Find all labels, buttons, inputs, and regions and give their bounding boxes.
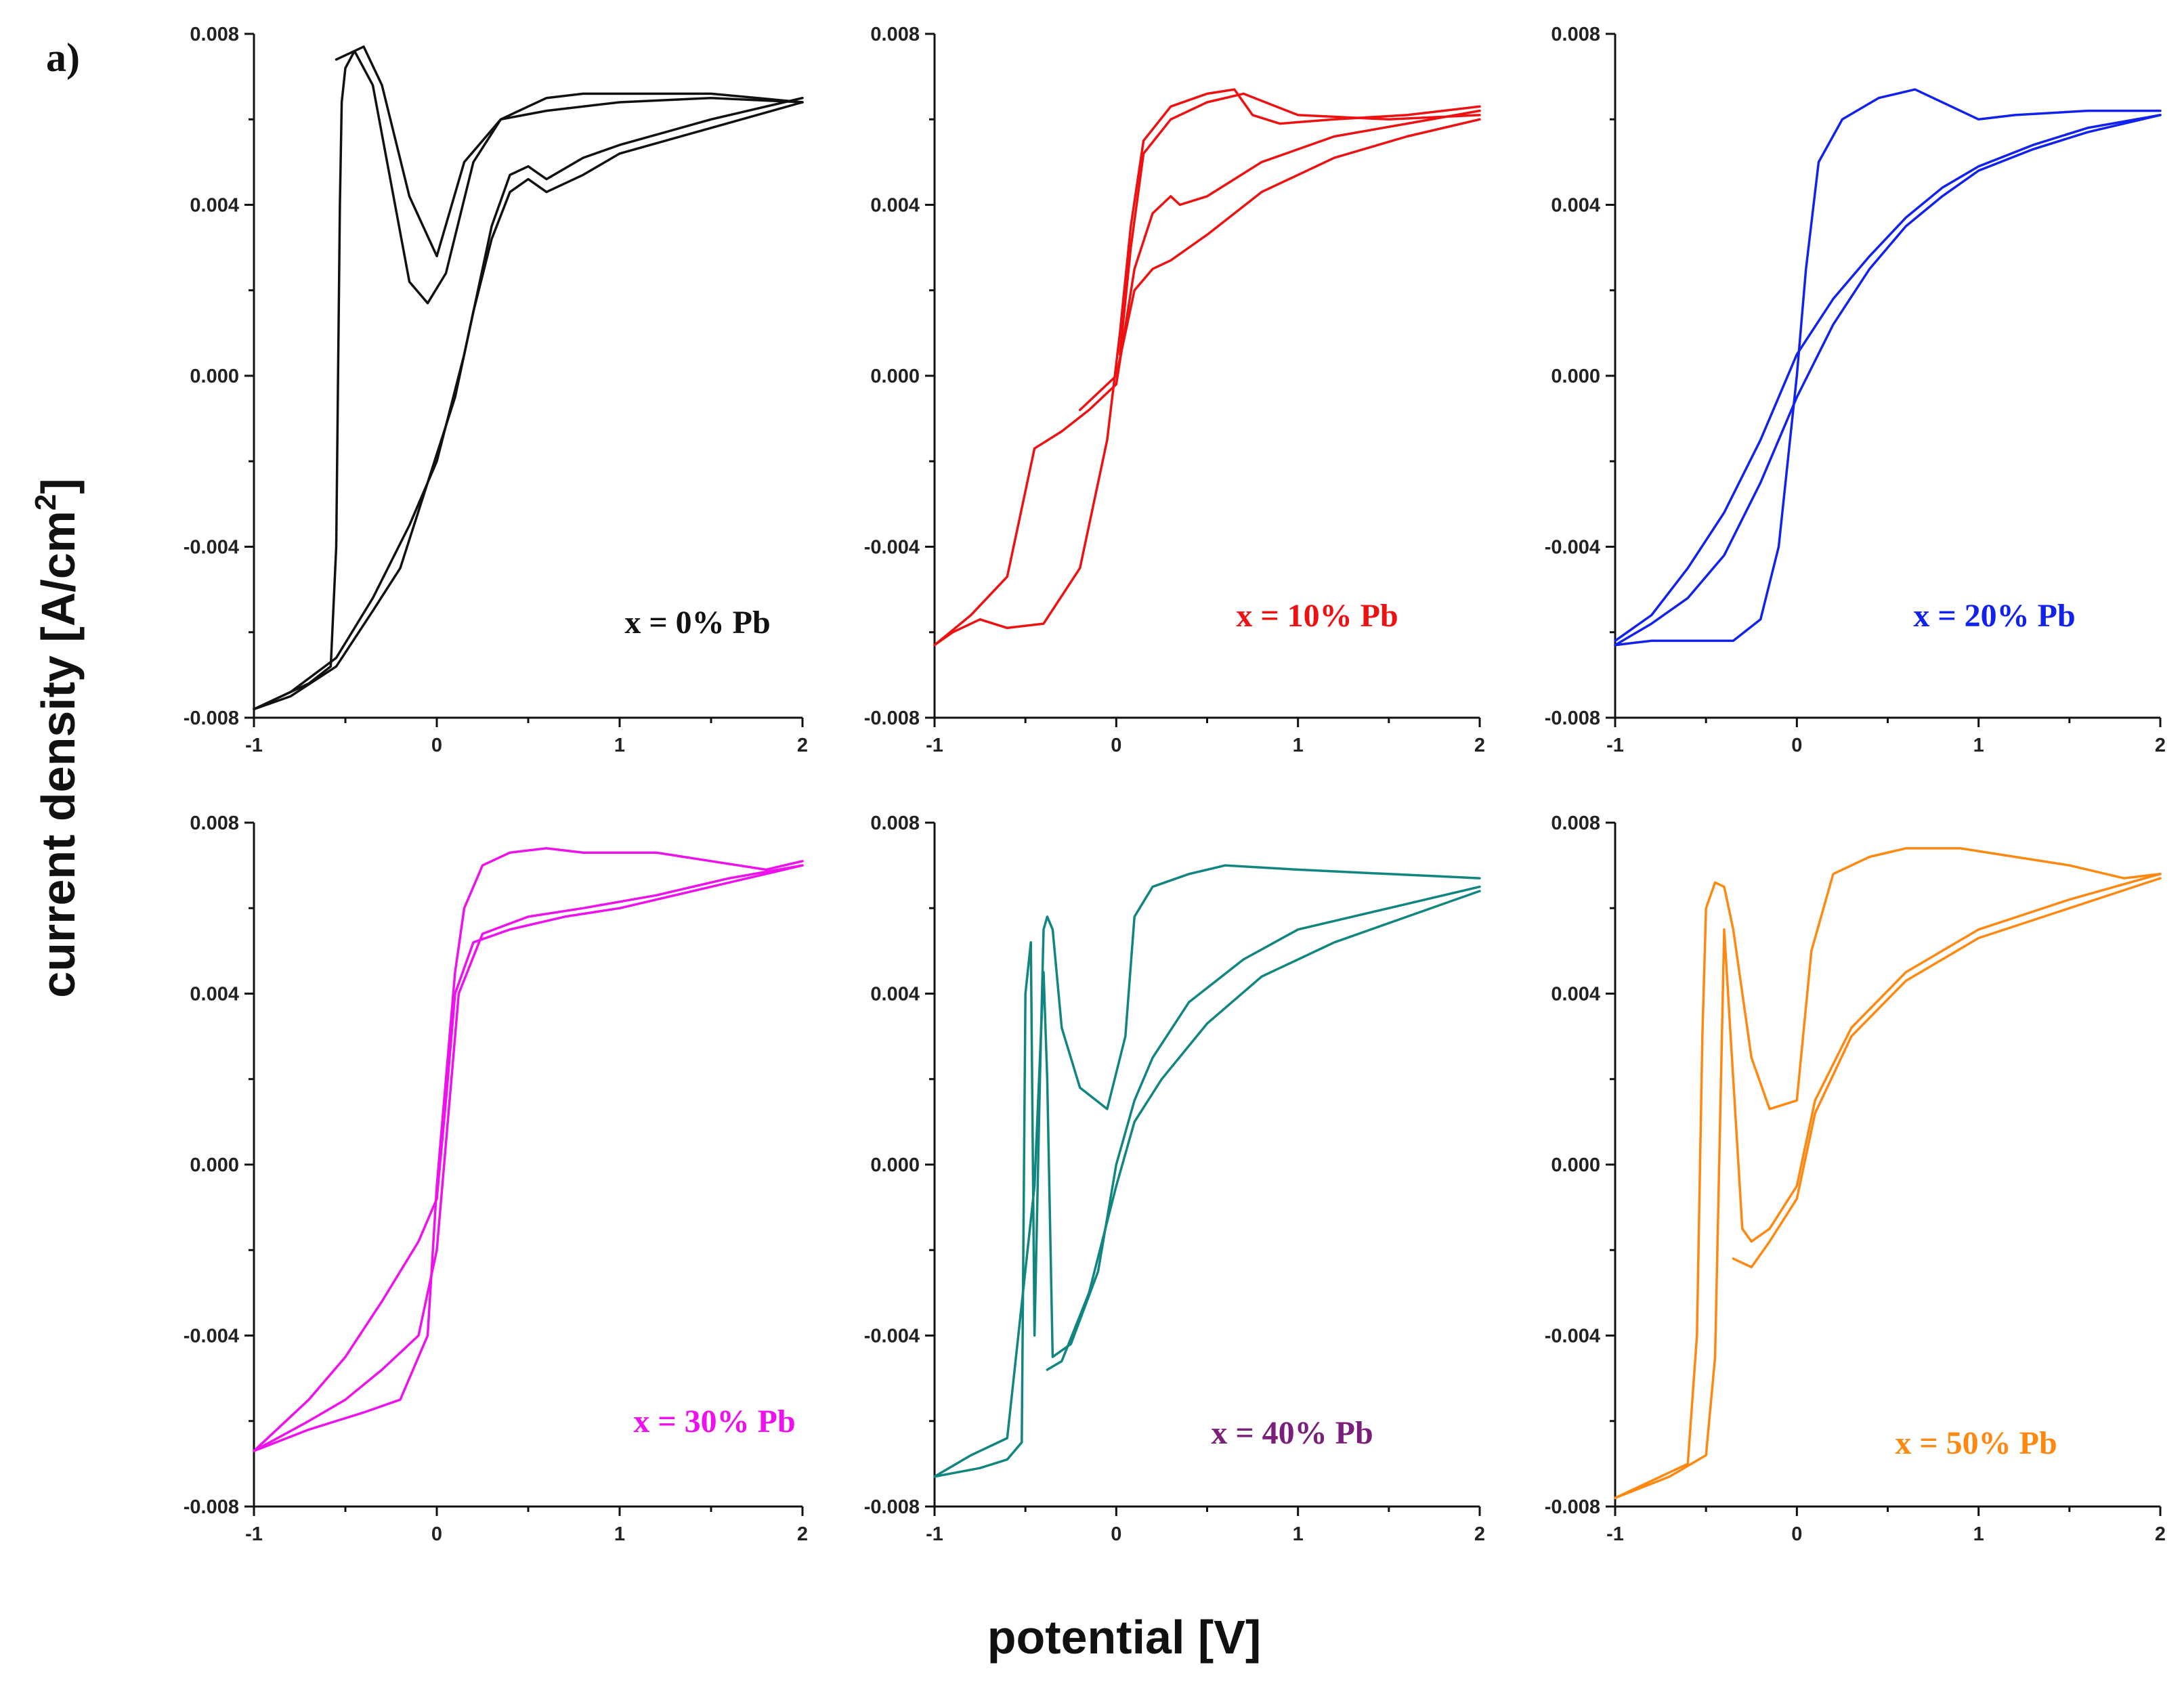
series-line-2 — [1614, 873, 2162, 1500]
y-tick-label: -0.008 — [864, 1496, 920, 1518]
panel-label: x = 30% Pb — [633, 1404, 795, 1439]
series-line-2 — [253, 101, 804, 711]
y-tick-label: -0.008 — [184, 1496, 239, 1518]
x-tick-label: 0 — [1111, 1523, 1121, 1545]
series-line-1 — [253, 847, 804, 1452]
y-tick-label: 0.000 — [1551, 1154, 1600, 1176]
y-tick-label: 0.000 — [190, 366, 239, 387]
y-tick-label: -0.008 — [184, 708, 239, 729]
x-tick-label: 1 — [1293, 1523, 1304, 1545]
y-tick-label: -0.008 — [1545, 708, 1600, 729]
y-tick-label: -0.004 — [1545, 537, 1600, 559]
series-line-2 — [933, 885, 1481, 1478]
y-tick-label: 0.004 — [1551, 195, 1600, 217]
x-tick-label: 1 — [1293, 735, 1304, 756]
y-axis-title-main: current density [A/cm — [32, 511, 85, 998]
panel-label: x = 40% Pb — [1211, 1415, 1373, 1451]
y-tick-label: 0.008 — [870, 812, 920, 834]
x-tick-label: 1 — [1973, 735, 1984, 756]
y-tick-label: 0.004 — [190, 195, 239, 217]
x-tick-label: 0 — [1111, 735, 1121, 756]
y-tick-label: 0.008 — [190, 24, 239, 45]
x-tick-label: 1 — [614, 1523, 625, 1545]
y-tick-label: 0.000 — [870, 366, 920, 387]
x-tick-label: 2 — [1474, 735, 1485, 756]
series-line-3 — [1046, 890, 1481, 1371]
x-tick-label: -1 — [1606, 1523, 1624, 1545]
panel-6: -0.008 -0.004 0.000 0.004 0.008 -1 0 1 2 x = 50% … — [1545, 812, 2166, 1545]
series-line-1 — [253, 45, 804, 711]
series-line-4 — [1078, 118, 1481, 412]
series-line-2 — [253, 864, 804, 1452]
y-tick-label: -0.004 — [184, 1326, 239, 1347]
panel-label: x = 50% Pb — [1895, 1425, 2057, 1461]
series-line-1 — [933, 864, 1481, 1478]
y-tick-label: -0.008 — [1545, 1496, 1600, 1518]
series-line-3 — [253, 864, 804, 1452]
y-tick-label: -0.004 — [864, 537, 920, 559]
panel-5: -0.008 -0.004 0.000 0.004 0.008 -1 0 1 2 x = 40% … — [864, 812, 1485, 1545]
series-line-3 — [1118, 92, 1481, 356]
x-tick-label: 0 — [1791, 735, 1802, 756]
y-tick-label: -0.004 — [1545, 1326, 1600, 1347]
y-axis-title-end: ] — [32, 478, 85, 494]
y-tick-label: 0.008 — [1551, 24, 1600, 45]
y-tick-label: 0.004 — [190, 984, 239, 1005]
x-tick-label: 2 — [1474, 1523, 1485, 1545]
y-tick-label: 0.000 — [870, 1154, 920, 1176]
panel-2: -0.008 -0.004 0.000 0.004 0.008 -1 0 1 2 x = 10% … — [864, 24, 1485, 756]
y-tick-label: 0.004 — [1551, 984, 1600, 1005]
x-tick-label: 2 — [797, 1523, 808, 1545]
series-line-4 — [253, 96, 804, 711]
x-tick-label: 2 — [2155, 1523, 2166, 1545]
x-tick-label: 1 — [1973, 1523, 1984, 1545]
series-line-3 — [1614, 114, 2162, 643]
panel-1: -0.008 -0.004 0.000 0.004 0.008 -1 0 1 2 x = 0% P… — [184, 24, 808, 756]
y-tick-label: 0.008 — [190, 812, 239, 834]
y-tick-label: -0.004 — [864, 1326, 920, 1347]
y-tick-label: 0.000 — [190, 1154, 239, 1176]
panel-label: x = 10% Pb — [1236, 598, 1398, 634]
y-tick-label: 0.000 — [1551, 366, 1600, 387]
y-tick-label: 0.004 — [870, 195, 920, 217]
y-axis-title-sup: 2 — [29, 494, 62, 511]
series-line-3 — [335, 49, 804, 305]
x-axis-title: potential [V] — [987, 1611, 1261, 1664]
panel-3: -0.008 -0.004 0.000 0.004 0.008 -1 0 1 2 x = 20% … — [1545, 24, 2166, 756]
y-tick-label: 0.008 — [870, 24, 920, 45]
y-tick-label: 0.008 — [1551, 812, 1600, 834]
figure-letter: a) — [46, 35, 80, 80]
x-tick-label: 2 — [2155, 735, 2166, 756]
panels: -0.008 -0.004 0.000 0.004 0.008 -1 0 1 2 x = 0% P… — [184, 24, 2166, 1545]
panel-4: -0.008 -0.004 0.000 0.004 0.008 -1 0 1 2 x = 30% … — [184, 812, 808, 1545]
y-axis-title: current density [A/cm2] — [29, 478, 85, 997]
y-tick-label: -0.008 — [864, 708, 920, 729]
x-tick-label: -1 — [245, 1523, 263, 1545]
series-line-2 — [1614, 114, 2162, 647]
series-line-2 — [933, 109, 1481, 647]
y-tick-label: -0.004 — [184, 537, 239, 559]
x-tick-label: 2 — [797, 735, 808, 756]
series-line-1 — [1614, 847, 2162, 1500]
y-tick-label: 0.004 — [870, 984, 920, 1005]
series-line-3 — [1732, 877, 2162, 1269]
panel-label: x = 20% Pb — [1913, 598, 2075, 634]
x-tick-label: -1 — [1606, 735, 1624, 756]
series-line-1 — [1614, 88, 2162, 647]
x-tick-label: -1 — [926, 735, 943, 756]
x-tick-label: 0 — [431, 1523, 442, 1545]
panel-label: x = 0% Pb — [624, 605, 770, 641]
series-line-1 — [933, 88, 1481, 647]
x-tick-label: 0 — [1791, 1523, 1802, 1545]
x-tick-label: 0 — [431, 735, 442, 756]
x-tick-label: -1 — [926, 1523, 943, 1545]
x-tick-label: -1 — [245, 735, 263, 756]
x-tick-label: 1 — [614, 735, 625, 756]
